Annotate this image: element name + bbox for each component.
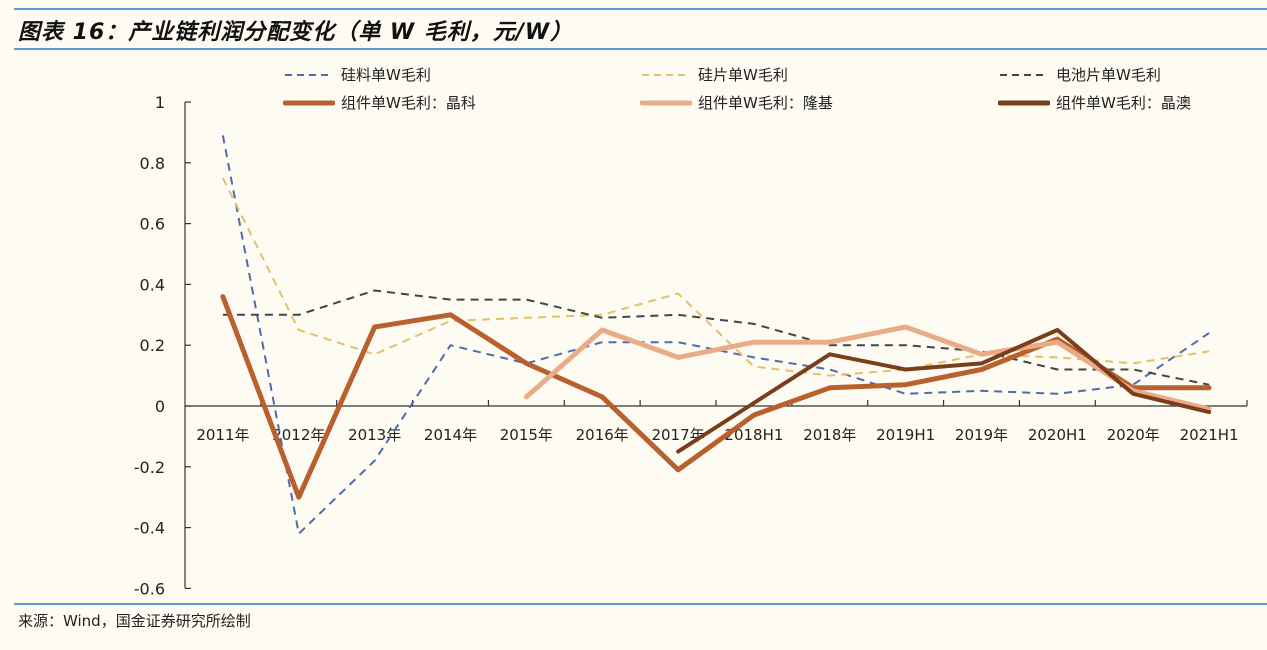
legend-label: 组件单W毛利：晶科: [341, 94, 476, 112]
x-tick-label: 2016年: [576, 426, 629, 444]
legend-item: 组件单W毛利：晶澳: [998, 92, 1191, 113]
x-tick-label: 2019年: [955, 426, 1008, 444]
legend-label: 硅片单W毛利: [698, 66, 788, 84]
y-tick-label: 0.8: [140, 154, 165, 173]
footer-rule: [14, 603, 1267, 605]
series-line-4: [523, 324, 1212, 412]
solid-line-swatch-icon: [998, 100, 1050, 105]
series-line-3: [220, 294, 1212, 500]
legend-label: 硅料单W毛利: [341, 66, 431, 84]
legend-label: 电池片单W毛利: [1056, 66, 1161, 84]
series-line-5: [676, 328, 1212, 454]
chart-title: 图表 16：产业链利润分配变化（单 W 毛利，元/W）: [18, 20, 574, 45]
x-tick-label: 2014年: [424, 426, 477, 444]
legend-item: 组件单W毛利：隆基: [640, 92, 833, 113]
x-tick-label: 2011年: [196, 426, 249, 444]
y-tick-label: 0.6: [140, 215, 165, 234]
line-chart: -0.6 -0.4 -0.2 0 0.2 0.4 0.6 0.8 1 2011年 2012年 2013…: [134, 93, 1248, 598]
y-tick-label: -0.2: [134, 458, 165, 477]
x-tick-label: 2018H1: [724, 426, 783, 444]
x-tick-label: 2012年: [272, 426, 325, 444]
title-top-rule: [14, 8, 1267, 10]
x-tick-label: 2017年: [651, 426, 704, 444]
x-tick-label: 2018年: [803, 426, 856, 444]
x-tick-label: 2013年: [348, 426, 401, 444]
dashed-line-swatch-icon: [642, 73, 690, 76]
legend-item: 硅片单W毛利: [640, 64, 788, 85]
y-tick-label: 0.2: [140, 336, 165, 355]
x-tick-label: 2019H1: [876, 426, 935, 444]
dashed-line-swatch-icon: [285, 73, 333, 76]
legend: 硅料单W毛利 硅片单W毛利 电池片单W毛利组件单W毛利：晶科 组件单W毛利：隆基 组件单…: [0, 0, 1267, 120]
x-tick-label: 2020年: [1107, 426, 1160, 444]
legend-label: 组件单W毛利：隆基: [698, 94, 833, 112]
y-tick-label: 1: [155, 93, 165, 112]
source-note: 来源：Wind，国金证券研究所绘制: [18, 612, 251, 630]
solid-line-swatch-icon: [640, 100, 692, 105]
x-tick-label: 2015年: [500, 426, 553, 444]
y-tick-label: 0: [155, 397, 165, 416]
x-tick-label: 2021H1: [1180, 426, 1239, 444]
x-tick-label: 2020H1: [1028, 426, 1087, 444]
series-line-0: [221, 135, 1210, 535]
legend-label: 组件单W毛利：晶澳: [1056, 94, 1191, 112]
legend-item: 电池片单W毛利: [998, 64, 1161, 85]
legend-item: 组件单W毛利：晶科: [283, 92, 476, 113]
title-bottom-rule: [14, 48, 1267, 50]
series-line-2: [222, 289, 1210, 386]
legend-item: 硅料单W毛利: [283, 64, 431, 85]
solid-line-swatch-icon: [283, 100, 335, 105]
y-tick-label: -0.6: [134, 579, 165, 598]
dashed-line-swatch-icon: [1000, 73, 1048, 76]
y-tick-label: -0.4: [134, 519, 165, 538]
y-tick-label: 0.4: [140, 275, 165, 294]
